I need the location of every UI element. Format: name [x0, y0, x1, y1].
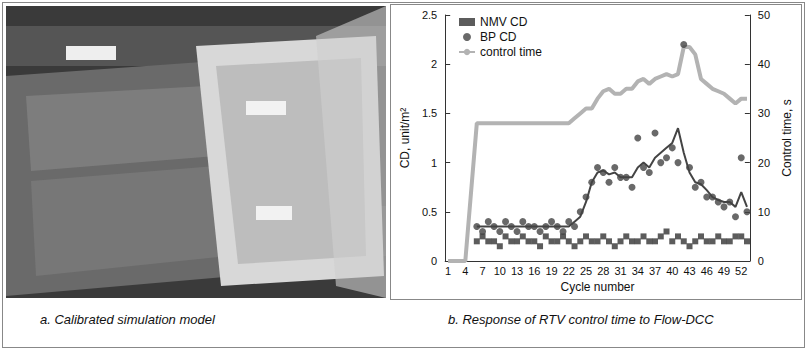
- svg-text:50: 50: [758, 9, 770, 21]
- svg-text:1.5: 1.5: [422, 107, 437, 119]
- svg-text:34: 34: [632, 265, 644, 277]
- svg-text:30: 30: [758, 107, 770, 119]
- svg-text:40: 40: [666, 265, 678, 277]
- html-text:a. Calibrated simulation model: a. Calibrated simulation model: [40, 312, 215, 327]
- svg-text:22: 22: [563, 265, 575, 277]
- svg-text:31: 31: [614, 265, 626, 277]
- svg-text:4: 4: [462, 265, 468, 277]
- svg-text:1: 1: [431, 157, 437, 169]
- svg-text:10: 10: [758, 206, 770, 218]
- svg-text:1: 1: [445, 265, 451, 277]
- svg-text:37: 37: [649, 265, 661, 277]
- svg-text:52: 52: [735, 265, 747, 277]
- svg-text:19: 19: [545, 265, 557, 277]
- svg-text:2: 2: [431, 58, 437, 70]
- svg-text:NMV CD: NMV CD: [480, 15, 528, 29]
- svg-text:2.5: 2.5: [422, 9, 437, 21]
- svg-text:25: 25: [580, 265, 592, 277]
- svg-text:13: 13: [511, 265, 523, 277]
- svg-text:49: 49: [718, 265, 730, 277]
- svg-text:control time: control time: [480, 45, 542, 59]
- svg-text:CD, unit/m²: CD, unit/m²: [398, 108, 412, 169]
- svg-text:0.5: 0.5: [422, 206, 437, 218]
- svg-text:40: 40: [758, 58, 770, 70]
- svg-text:Control time, s: Control time, s: [780, 99, 794, 176]
- svg-text:7: 7: [479, 265, 485, 277]
- svg-text:46: 46: [701, 265, 713, 277]
- svg-text:10: 10: [494, 265, 506, 277]
- svg-text:16: 16: [528, 265, 540, 277]
- svg-text:0: 0: [758, 255, 764, 267]
- html-text:b. Response of RTV control tim: b. Response of RTV control time to Flow-…: [448, 312, 714, 327]
- svg-text:BP CD: BP CD: [480, 30, 517, 44]
- svg-text:43: 43: [683, 265, 695, 277]
- svg-text:Cycle number: Cycle number: [561, 280, 635, 294]
- svg-text:28: 28: [597, 265, 609, 277]
- svg-text:0: 0: [431, 255, 437, 267]
- svg-text:20: 20: [758, 157, 770, 169]
